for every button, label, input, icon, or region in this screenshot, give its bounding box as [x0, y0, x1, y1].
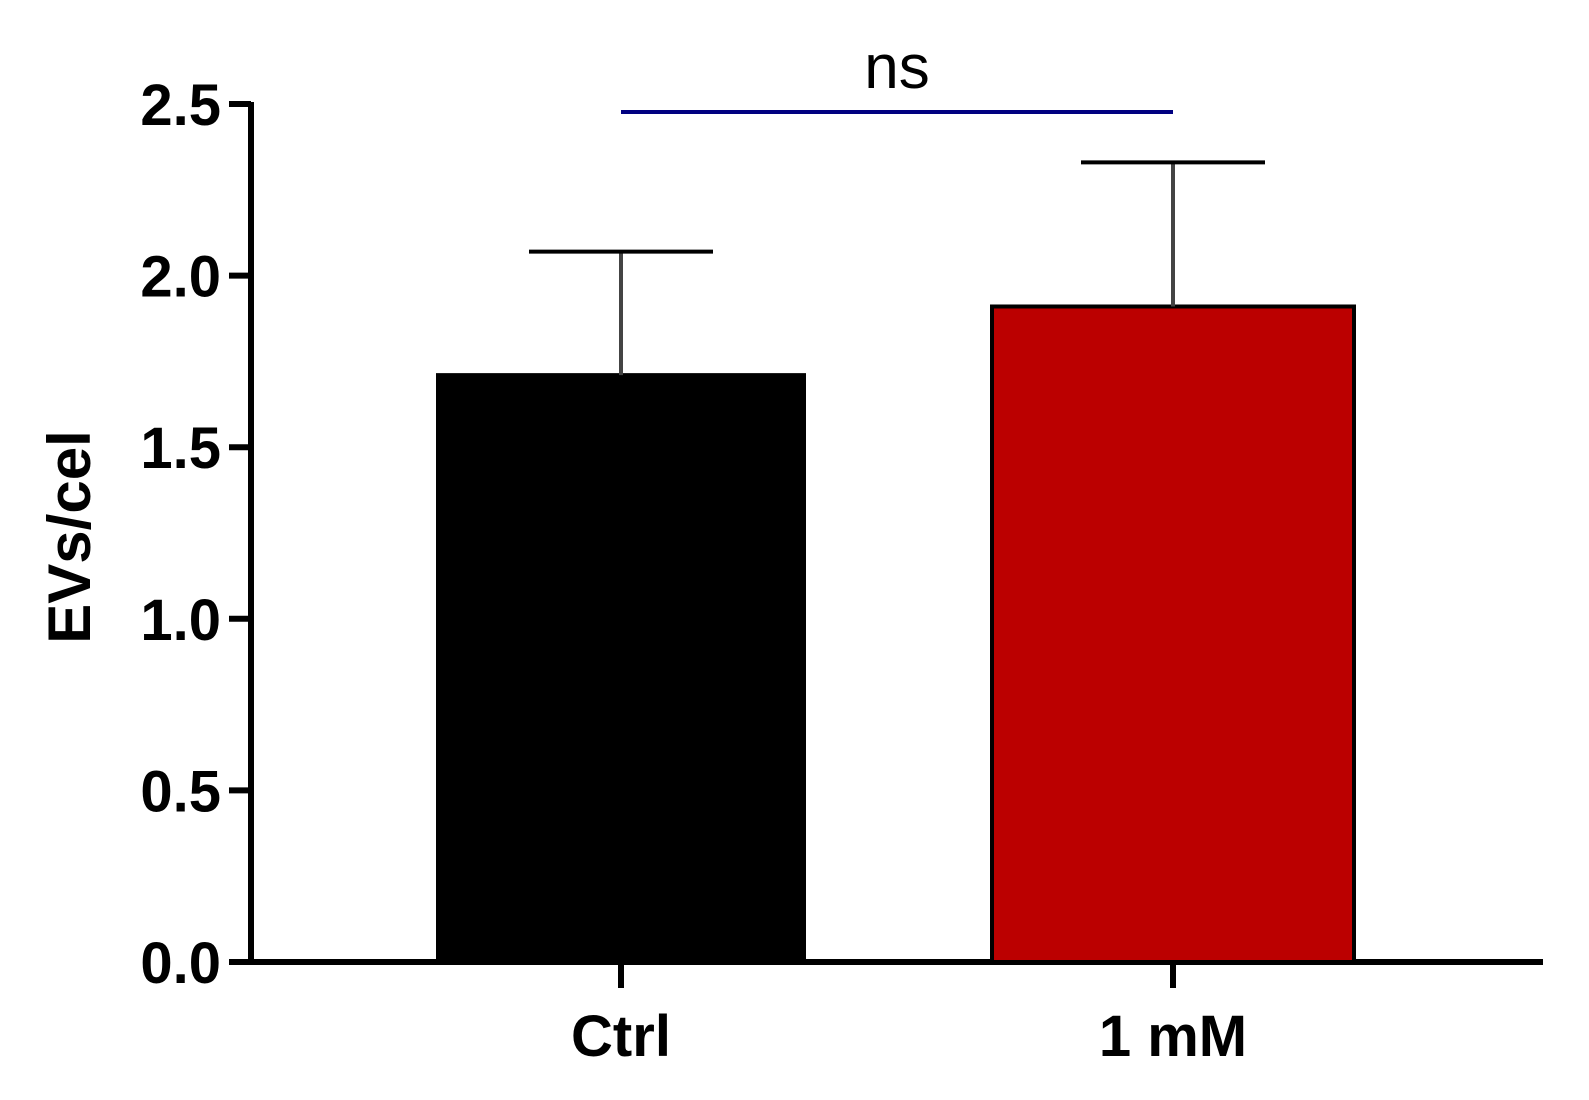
error-bars [529, 160, 1265, 376]
significance-annotation: ns [621, 33, 1173, 114]
y-axis [229, 101, 254, 965]
x-tick-label: 1 mM [1099, 1004, 1247, 1069]
y-tick-label: 0.5 [140, 759, 221, 824]
y-axis-title: EVs/cel [36, 430, 103, 644]
x-tick-labels: Ctrl 1 mM [571, 1004, 1247, 1069]
bars [436, 304, 1356, 965]
x-tick-label: Ctrl [571, 1004, 671, 1069]
y-tick-label: 2.5 [140, 73, 221, 138]
y-tick-label: 1.5 [140, 416, 221, 481]
y-tick-labels: 0.0 0.5 1.0 1.5 2.0 2.5 [140, 73, 221, 996]
bar-ctrl [436, 373, 806, 964]
x-axis [229, 959, 1543, 988]
y-tick-label: 2.0 [140, 245, 221, 310]
y-tick-label: 0.0 [140, 931, 221, 996]
y-tick-label: 1.0 [140, 588, 221, 653]
significance-label: ns [864, 33, 929, 102]
bar-1-mm [990, 304, 1356, 965]
